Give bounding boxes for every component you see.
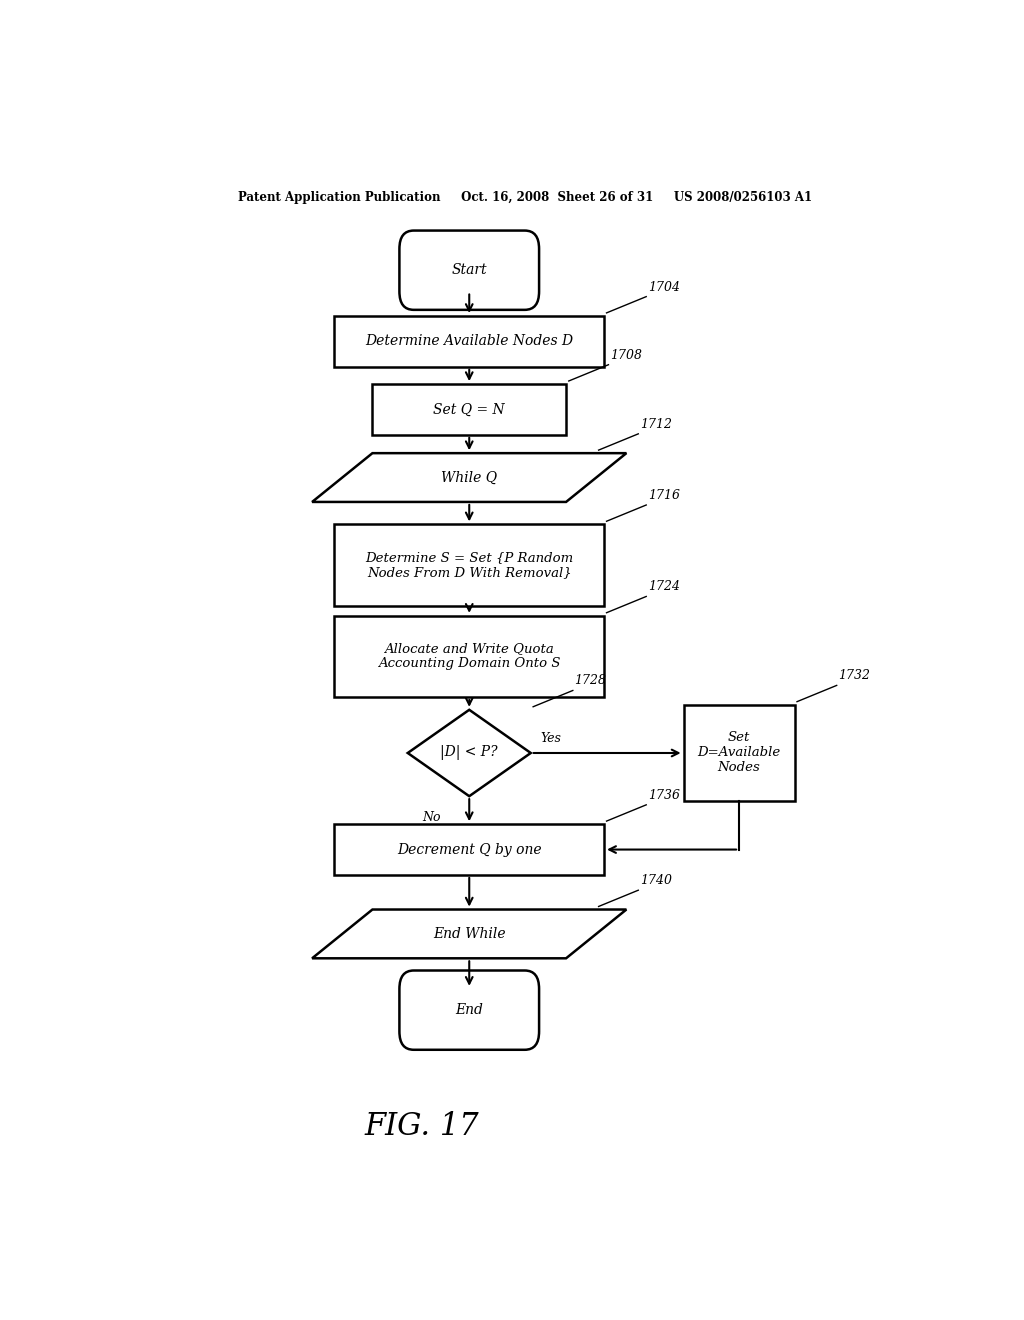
FancyBboxPatch shape (399, 970, 539, 1049)
Text: 1728: 1728 (574, 675, 606, 688)
Text: Determine S = Set {P Random
Nodes From D With Removal}: Determine S = Set {P Random Nodes From D… (366, 550, 573, 579)
Bar (372, 384, 566, 434)
Text: Set
D=Available
Nodes: Set D=Available Nodes (697, 731, 780, 775)
Text: 1716: 1716 (648, 488, 680, 502)
Polygon shape (312, 909, 627, 958)
Text: 1724: 1724 (648, 581, 680, 594)
Bar (334, 315, 604, 367)
Bar (334, 524, 604, 606)
Text: End While: End While (433, 927, 506, 941)
Text: Yes: Yes (541, 731, 561, 744)
FancyBboxPatch shape (399, 231, 539, 310)
Bar (334, 615, 604, 697)
Text: Decrement Q by one: Decrement Q by one (397, 842, 542, 857)
Text: Patent Application Publication     Oct. 16, 2008  Sheet 26 of 31     US 2008/025: Patent Application Publication Oct. 16, … (238, 190, 812, 203)
Text: 1712: 1712 (640, 418, 672, 430)
Text: No: No (422, 812, 440, 825)
Bar (684, 705, 795, 801)
Bar (334, 824, 604, 875)
Polygon shape (408, 710, 530, 796)
Text: 1708: 1708 (610, 348, 642, 362)
Text: |D| < P?: |D| < P? (440, 746, 498, 760)
Text: While Q: While Q (441, 470, 498, 484)
Polygon shape (312, 453, 627, 502)
Text: 1704: 1704 (648, 281, 680, 293)
Text: End: End (456, 1003, 483, 1018)
Text: 1736: 1736 (648, 789, 680, 801)
Text: Set Q = N: Set Q = N (433, 403, 505, 416)
Text: Determine Available Nodes D: Determine Available Nodes D (366, 334, 573, 348)
Text: Start: Start (452, 263, 487, 277)
Text: 1732: 1732 (839, 669, 870, 682)
Text: FIG. 17: FIG. 17 (365, 1110, 479, 1142)
Text: 1740: 1740 (640, 874, 672, 887)
Text: Allocate and Write Quota
Accounting Domain Onto S: Allocate and Write Quota Accounting Doma… (378, 643, 560, 671)
